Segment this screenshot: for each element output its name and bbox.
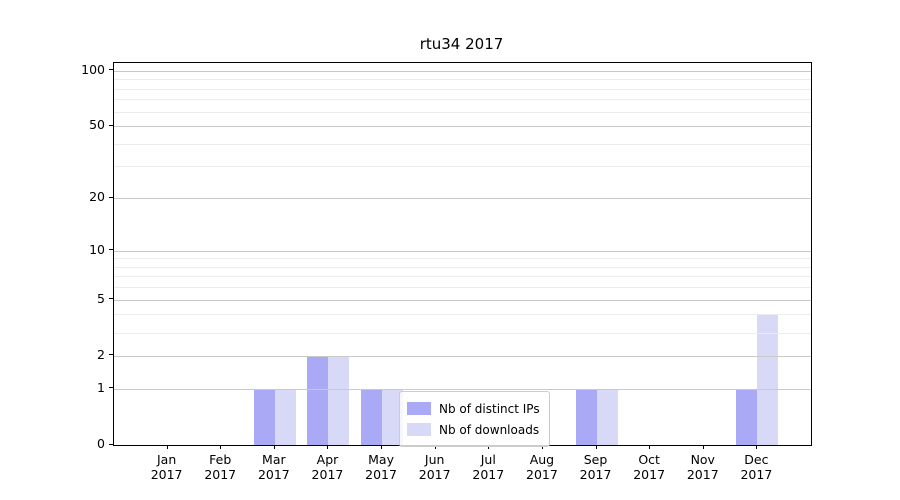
y-axis-tick [109,124,113,126]
gridline-major [114,250,811,252]
y-axis-tick [109,298,113,300]
y-tick-label: 20 [89,189,105,205]
y-tick-label: 0 [97,436,105,451]
gridline-major [114,388,811,390]
chart-title: rtu34 2017 [419,35,504,53]
y-axis-tick [109,249,113,250]
y-axis-tick [109,354,113,356]
legend-swatch-downloads [407,423,431,436]
x-tick-label-jan: Jan 2017 [150,452,183,482]
gridline-minor [114,258,811,260]
bar-distinct-ips-dec [736,388,758,445]
gridline-minor [114,276,811,278]
gridline-minor [114,79,811,81]
bar-downloads-sep [596,388,618,445]
legend-label: Nb of distinct IPs [439,401,540,416]
bar-distinct-ips-sep [575,388,597,445]
gridline-minor [114,332,811,334]
legend-label: Nb of downloads [439,422,540,437]
x-axis-tick [756,445,758,449]
gridline-minor [114,166,811,168]
y-axis-tick [109,69,113,71]
legend-item-downloads: Nb of downloads [407,419,540,440]
x-axis-tick [488,445,490,449]
x-axis-tick [541,445,543,449]
legend: Nb of distinct IPs Nb of downloads [399,391,550,447]
bar-distinct-ips-mar [253,388,275,445]
x-axis-tick [381,445,383,449]
x-tick-label-apr: Apr 2017 [311,452,344,482]
gridline-minor [114,88,811,90]
gridline-minor [114,287,811,289]
x-axis-tick [649,445,651,449]
x-tick-label-jul: Jul 2017 [472,452,505,482]
bar-downloads-mar [274,388,296,445]
x-axis-tick [595,445,597,449]
bar-downloads-apr [328,355,350,445]
x-tick-label-aug: Aug 2017 [526,452,558,482]
gridline-major [114,70,811,72]
gridline-minor [114,266,811,268]
x-axis-tick [327,445,329,449]
x-axis-tick [273,445,275,449]
gridline-minor [114,143,811,145]
plot-area: Nb of distinct IPs Nb of downloads [113,62,812,447]
bar-downloads-dec [757,314,779,445]
x-axis-tick [434,445,436,449]
x-tick-label-dec: Dec 2017 [740,452,773,482]
bar-downloads-may [382,388,404,445]
legend-swatch-distinct-ips [407,402,431,415]
x-tick-label-may: May 2017 [365,452,397,482]
legend-item-distinct-ips: Nb of distinct IPs [407,398,540,419]
bar-distinct-ips-may [361,388,383,445]
gridline-minor [114,99,811,101]
y-tick-label: 1 [97,379,105,395]
x-tick-label-jun: Jun 2017 [418,452,451,482]
gridline-major [114,355,811,357]
x-tick-label-feb: Feb 2017 [204,452,237,482]
gridline-minor [114,314,811,316]
y-tick-label: 2 [97,346,105,362]
y-tick-label: 10 [89,241,105,257]
x-tick-label-mar: Mar 2017 [257,452,290,482]
bar-distinct-ips-apr [307,355,329,445]
x-tick-label-sep: Sep 2017 [579,452,612,482]
gridline-major [114,198,811,200]
x-axis-tick [166,445,168,449]
x-tick-label-oct: Oct 2017 [633,452,666,482]
y-axis-tick [109,196,113,198]
y-tick-label: 5 [97,290,105,306]
y-tick-label: 50 [89,117,105,133]
gridline-minor [114,111,811,113]
gridline-major [114,126,811,128]
y-axis-tick [109,387,113,389]
y-axis-tick [109,443,113,445]
x-axis-tick [702,445,704,449]
gridline-major [114,299,811,301]
y-tick-label: 100 [81,61,105,77]
x-tick-label-nov: Nov 2017 [686,452,719,482]
x-axis-tick [220,445,222,449]
